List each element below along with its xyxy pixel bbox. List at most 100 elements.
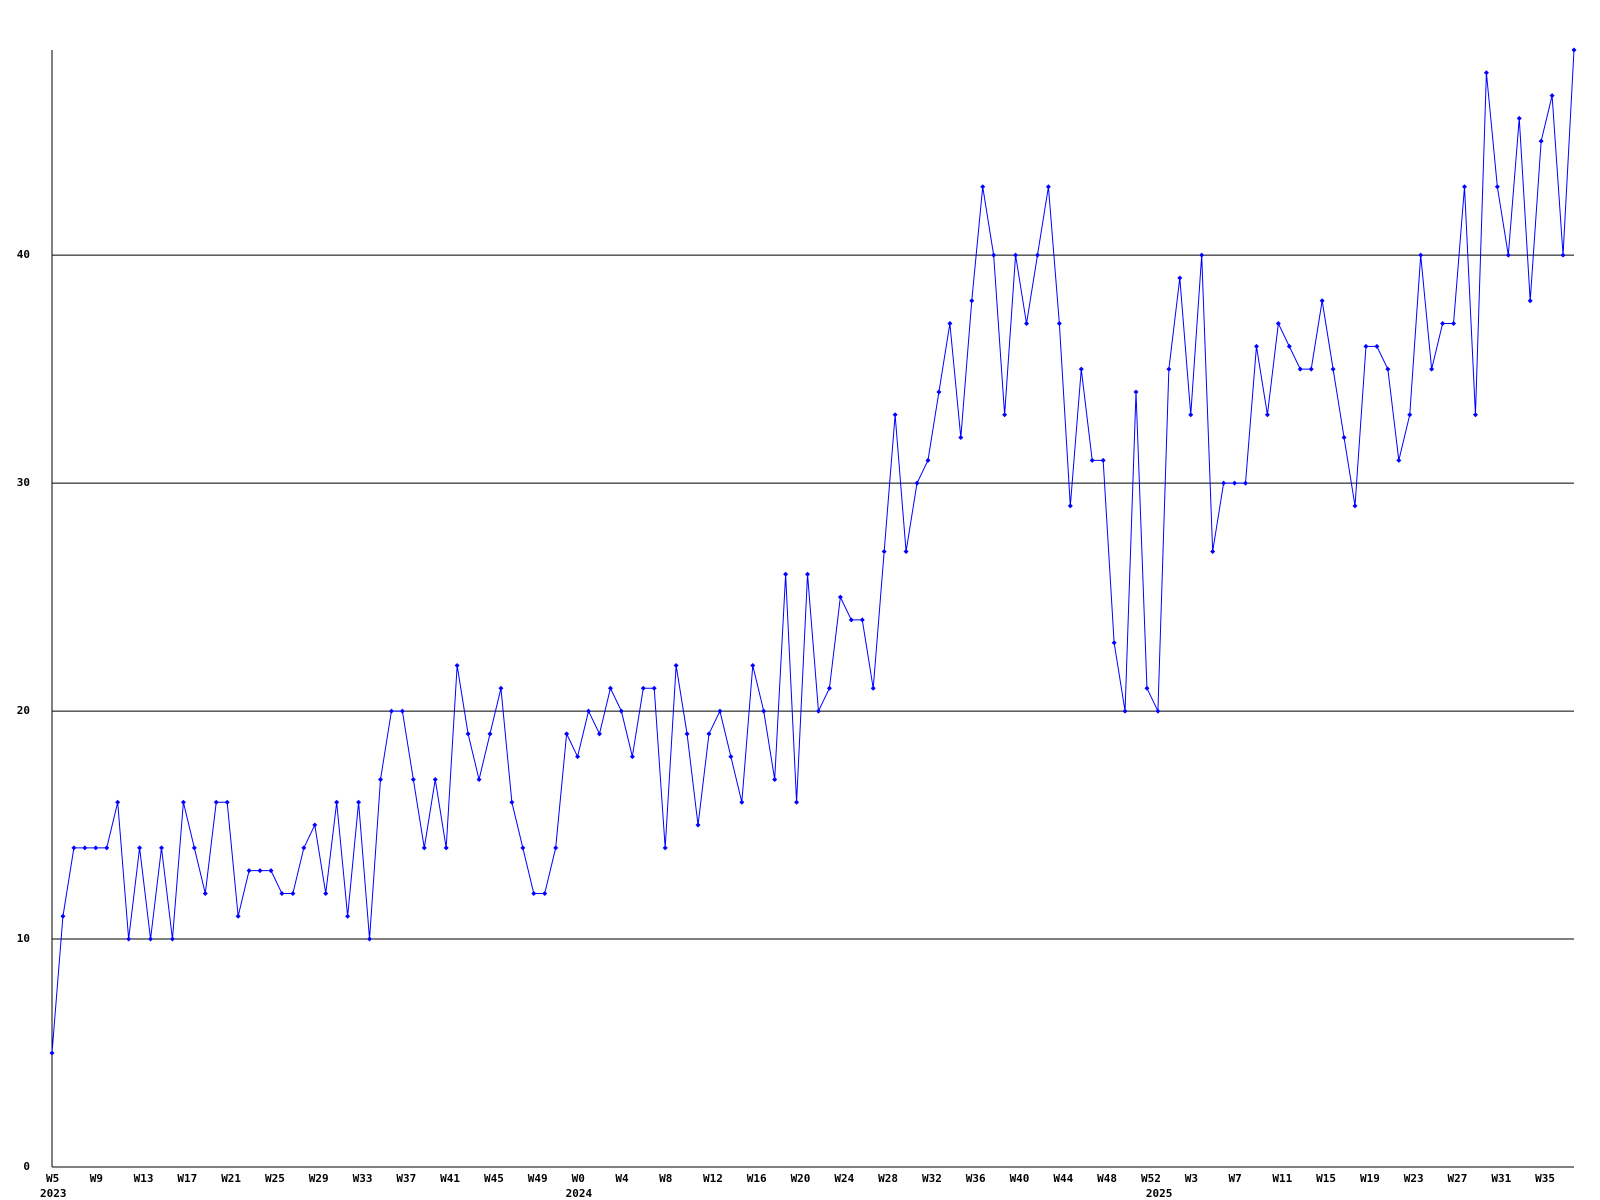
data-point xyxy=(345,913,351,919)
data-point xyxy=(1155,708,1161,714)
data-point xyxy=(1352,503,1358,509)
data-point xyxy=(356,799,362,805)
data-point xyxy=(575,754,581,760)
data-point xyxy=(564,731,570,737)
data-point xyxy=(607,685,613,691)
data-point xyxy=(399,708,405,714)
x-tick-label: W23 xyxy=(1404,1172,1424,1185)
data-point xyxy=(706,731,712,737)
data-point xyxy=(180,799,186,805)
x-tick-label: W25 xyxy=(265,1172,285,1185)
data-point xyxy=(531,890,537,896)
data-point xyxy=(651,685,657,691)
data-point xyxy=(137,845,143,851)
data-point xyxy=(443,845,449,851)
x-tick-label: W40 xyxy=(1010,1172,1030,1185)
data-point xyxy=(1144,685,1150,691)
y-tick-label: 0 xyxy=(23,1160,30,1173)
data-point xyxy=(618,708,624,714)
x-tick-label: W0 xyxy=(572,1172,585,1185)
data-point xyxy=(520,845,526,851)
data-point xyxy=(1089,457,1095,463)
data-point xyxy=(476,776,482,782)
data-point xyxy=(487,731,493,737)
x-tick-label: W36 xyxy=(966,1172,986,1185)
data-point xyxy=(235,913,241,919)
data-point xyxy=(367,936,373,942)
data-point xyxy=(837,594,843,600)
data-point xyxy=(1013,252,1019,258)
data-point xyxy=(761,708,767,714)
data-point xyxy=(1429,366,1435,372)
data-point xyxy=(1560,252,1566,258)
data-point xyxy=(290,890,296,896)
x-tick-label: W41 xyxy=(440,1172,460,1185)
data-point xyxy=(1232,480,1238,486)
data-point xyxy=(377,776,383,782)
year-label: 2024 xyxy=(566,1187,593,1200)
data-point xyxy=(257,868,263,874)
data-point xyxy=(1199,252,1205,258)
data-point xyxy=(224,799,230,805)
data-point xyxy=(1374,343,1380,349)
x-tick-label: W27 xyxy=(1448,1172,1468,1185)
data-point xyxy=(947,321,953,327)
data-point xyxy=(1264,412,1270,418)
data-point xyxy=(1078,366,1084,372)
data-point xyxy=(629,754,635,760)
data-point xyxy=(903,549,909,555)
data-point xyxy=(1166,366,1172,372)
data-point xyxy=(421,845,427,851)
x-tick-label: W8 xyxy=(659,1172,672,1185)
data-point xyxy=(596,731,602,737)
y-tick-label: 20 xyxy=(17,704,30,717)
x-tick-label: W11 xyxy=(1272,1172,1292,1185)
data-line xyxy=(51,49,1575,1054)
data-point xyxy=(969,298,975,304)
data-point xyxy=(542,890,548,896)
data-point xyxy=(323,890,329,896)
data-point xyxy=(805,571,811,577)
data-point xyxy=(914,480,920,486)
data-point xyxy=(1341,435,1347,441)
x-tick-label: W19 xyxy=(1360,1172,1380,1185)
data-point xyxy=(717,708,723,714)
data-point xyxy=(859,617,865,623)
data-point xyxy=(1188,412,1194,418)
data-point xyxy=(1571,47,1577,53)
data-point xyxy=(815,708,821,714)
data-point xyxy=(1538,138,1544,144)
y-tick-label: 40 xyxy=(17,248,30,261)
x-tick-label: W33 xyxy=(353,1172,373,1185)
data-point xyxy=(640,685,646,691)
data-point xyxy=(925,457,931,463)
data-point xyxy=(126,936,132,942)
x-tick-label: W21 xyxy=(221,1172,241,1185)
data-point xyxy=(1253,343,1259,349)
x-tick-label: W24 xyxy=(834,1172,854,1185)
data-point xyxy=(71,845,77,851)
x-tick-label: W7 xyxy=(1229,1172,1242,1185)
data-point xyxy=(1319,298,1325,304)
x-tick-label: W45 xyxy=(484,1172,504,1185)
data-point xyxy=(750,662,756,668)
data-point xyxy=(334,799,340,805)
x-tick-label: W20 xyxy=(791,1172,811,1185)
x-tick-label: W37 xyxy=(396,1172,416,1185)
data-point xyxy=(1034,252,1040,258)
y-tick-label: 10 xyxy=(17,932,30,945)
data-point xyxy=(1177,275,1183,281)
data-point xyxy=(202,890,208,896)
y-tick-label: 30 xyxy=(17,476,30,489)
data-point xyxy=(246,868,252,874)
data-point xyxy=(1396,457,1402,463)
data-point xyxy=(662,845,668,851)
data-point xyxy=(772,776,778,782)
data-point xyxy=(586,708,592,714)
x-tick-label: W29 xyxy=(309,1172,329,1185)
data-point xyxy=(1056,321,1062,327)
data-point xyxy=(980,184,986,190)
data-point xyxy=(213,799,219,805)
x-tick-label: W13 xyxy=(134,1172,154,1185)
x-tick-label: W52 xyxy=(1141,1172,1161,1185)
